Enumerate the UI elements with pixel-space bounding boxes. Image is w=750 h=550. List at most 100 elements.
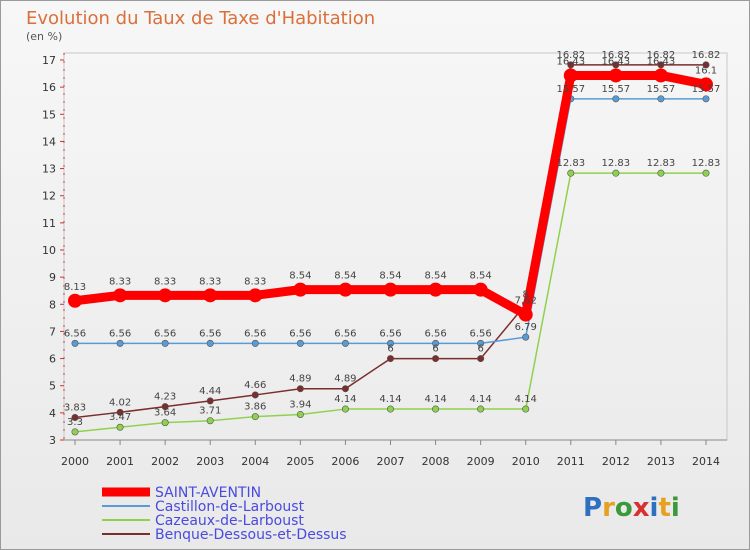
data-point [116, 339, 124, 347]
data-point [386, 355, 394, 363]
data-point [206, 417, 214, 425]
data-label: 6 [387, 344, 393, 355]
data-label: 15.57 [556, 84, 585, 95]
data-point [428, 282, 443, 297]
data-point [432, 355, 440, 363]
data-label: 6.56 [334, 328, 356, 339]
x-tick-label: 2003 [196, 455, 224, 468]
logo-letter: P [583, 493, 602, 523]
y-tick-label: 5 [49, 380, 56, 393]
x-tick-label: 2011 [557, 455, 585, 468]
data-point [296, 385, 304, 393]
data-point [251, 339, 259, 347]
data-point [567, 61, 575, 69]
data-point [563, 68, 578, 83]
data-label: 6.56 [64, 328, 86, 339]
data-point [116, 408, 124, 416]
data-label: 6.56 [379, 328, 401, 339]
data-label: 7.62 [515, 296, 537, 307]
data-point [248, 288, 263, 303]
y-tick-label: 15 [42, 108, 56, 121]
data-point [612, 95, 620, 103]
data-point [657, 61, 665, 69]
y-tick-label: 3 [49, 434, 56, 447]
data-label: 3.47 [109, 412, 131, 423]
legend-label: SAINT-AVENTIN [155, 485, 261, 501]
data-label: 4.14 [334, 394, 356, 405]
data-point [383, 282, 398, 297]
data-label: 8.54 [424, 271, 446, 282]
logo-letter: x [633, 493, 650, 523]
x-tick-label: 2007 [377, 455, 405, 468]
y-tick-label: 4 [49, 407, 56, 420]
data-label: 8.13 [64, 282, 86, 293]
y-tick-label: 12 [42, 190, 56, 203]
data-point [206, 397, 214, 405]
y-tick-label: 7 [49, 325, 56, 338]
data-label: 4.14 [515, 394, 537, 405]
data-point [161, 403, 169, 411]
data-point [296, 410, 304, 418]
legend-label: Benque-Dessous-et-Dessus [155, 527, 347, 543]
data-label: 6.56 [244, 328, 266, 339]
logo-letter: i [671, 493, 680, 523]
data-label: 16.82 [556, 50, 585, 61]
x-tick-label: 2001 [106, 455, 134, 468]
proxiti-logo: Proxiti [583, 493, 680, 523]
data-point [206, 339, 214, 347]
data-label: 8 [523, 289, 529, 300]
data-label: 8.33 [109, 276, 131, 287]
logo-letter: i [650, 493, 659, 523]
data-point [161, 419, 169, 427]
legend-label: Cazeaux-de-Larboust [155, 513, 304, 529]
data-label: 16.82 [692, 50, 721, 61]
series-line-1 [74, 98, 707, 345]
data-label: 4.89 [289, 374, 311, 385]
y-tick-label: 10 [42, 244, 56, 257]
data-point [702, 61, 710, 69]
x-tick-label: 2012 [602, 455, 630, 468]
data-label: 6.56 [470, 328, 492, 339]
data-point [113, 288, 128, 303]
x-tick-label: 2004 [241, 455, 269, 468]
data-point [341, 405, 349, 413]
data-label: 16.43 [647, 56, 676, 67]
data-label: 8.54 [334, 271, 356, 282]
chart-title: Evolution du Taux de Taxe d'Habitation [26, 8, 375, 29]
unit-label: (en %) [26, 30, 62, 43]
data-point [702, 95, 710, 103]
y-tick-label: 9 [49, 271, 56, 284]
data-label: 8.54 [470, 271, 492, 282]
data-point [296, 339, 304, 347]
data-label: 6 [477, 344, 483, 355]
x-tick-label: 2000 [61, 455, 89, 468]
data-label: 3.71 [199, 406, 221, 417]
data-label: 6.56 [154, 328, 176, 339]
logo-letter: t [658, 493, 670, 523]
data-label: 12.83 [647, 158, 676, 169]
data-label: 16.43 [556, 56, 585, 67]
data-label: 6.56 [199, 328, 221, 339]
data-point [338, 282, 353, 297]
data-point [612, 169, 620, 177]
data-label: 4.02 [109, 397, 131, 408]
data-label: 6 [432, 344, 438, 355]
data-label: 12.83 [602, 158, 631, 169]
data-point [251, 413, 259, 421]
data-point [203, 288, 218, 303]
data-point [477, 355, 485, 363]
data-point [699, 77, 713, 92]
data-label: 16.43 [602, 56, 631, 67]
x-tick-label: 2010 [512, 455, 540, 468]
plot-area [63, 52, 728, 441]
data-point [522, 405, 530, 413]
data-point [653, 68, 668, 83]
data-label: 8.54 [379, 271, 401, 282]
data-label: 8.33 [154, 276, 176, 287]
y-tick-label: 13 [42, 163, 56, 176]
data-point [702, 169, 710, 177]
data-point [612, 61, 620, 69]
data-point [657, 169, 665, 177]
